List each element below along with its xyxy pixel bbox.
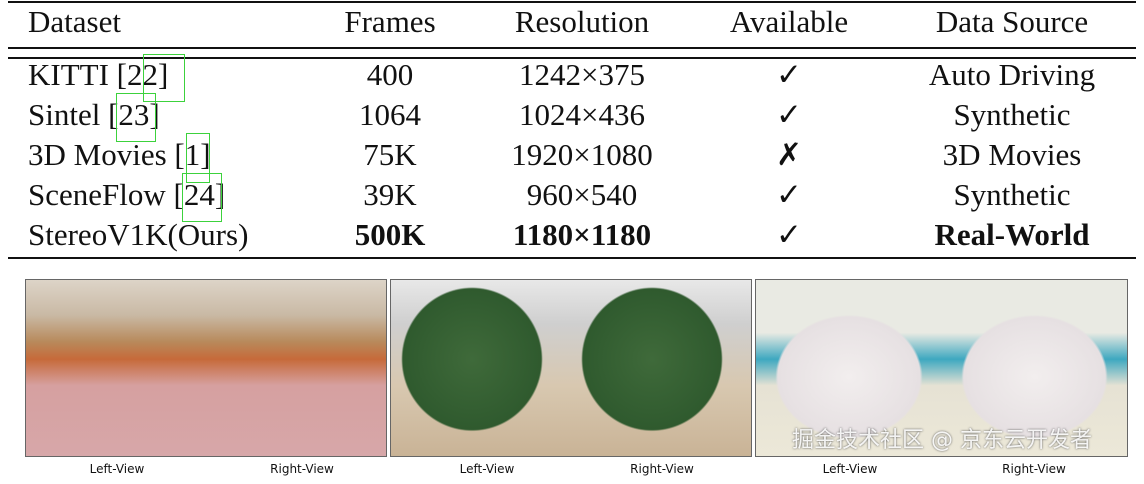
header-data-source: Data Source <box>935 4 1089 39</box>
right-view-image <box>206 280 386 456</box>
resolution-cell: 1024×436 <box>519 97 645 132</box>
citation-link[interactable]: [1] <box>174 137 211 172</box>
frames-cell: 39K <box>363 177 417 212</box>
dataset-name: SceneFlow <box>28 177 166 212</box>
dataset-name: StereoV1K(Ours) <box>28 217 249 252</box>
watermark: 掘金技术社区 @ 京东云开发者 <box>792 428 1092 453</box>
data-source-cell: 3D Movies <box>942 137 1082 172</box>
image-panel-bush <box>390 279 752 457</box>
citation-highlight <box>116 93 156 142</box>
resolution-cell: 960×540 <box>526 177 638 212</box>
available-cell: ✓ <box>776 97 802 132</box>
table-row-dataset: StereoV1K(Ours) <box>28 217 248 253</box>
left-view-label: Left-View <box>822 462 878 476</box>
left-view-image <box>391 280 571 456</box>
available-cell: ✗ <box>776 137 802 172</box>
data-source-cell: Synthetic <box>953 97 1071 132</box>
image-panel-cat <box>755 279 1128 457</box>
left-view-label: Left-View <box>89 462 145 476</box>
table-row-dataset: KITTI [22] <box>28 57 168 93</box>
data-source-cell: Auto Driving <box>928 57 1096 92</box>
dataset-name: 3D Movies <box>28 137 167 172</box>
frames-cell: 1064 <box>359 97 421 132</box>
data-source-cell: Synthetic <box>953 177 1071 212</box>
available-cell: ✓ <box>776 177 802 212</box>
dataset-name: Sintel <box>28 97 101 132</box>
header-available: Available <box>729 4 849 39</box>
table-row-dataset: 3D Movies [1] <box>28 137 211 173</box>
available-cell: ✓ <box>776 217 802 252</box>
citation-highlight <box>186 133 210 183</box>
image-panel-figures <box>25 279 387 457</box>
right-view-label: Right-View <box>630 462 694 476</box>
resolution-cell: 1180×1180 <box>512 217 652 252</box>
left-view-label: Left-View <box>459 462 515 476</box>
header-rule-2 <box>8 57 1136 59</box>
left-view-image <box>756 280 942 456</box>
resolution-cell: 1242×375 <box>519 57 645 92</box>
header-rule-1 <box>8 47 1136 49</box>
header-dataset: Dataset <box>28 4 121 39</box>
right-view-image <box>571 280 751 456</box>
available-cell: ✓ <box>776 57 802 92</box>
right-view-label: Right-View <box>1002 462 1066 476</box>
top-rule <box>8 1 1136 3</box>
frames-cell: 500K <box>354 217 426 252</box>
frames-cell: 400 <box>366 57 414 92</box>
citation-link[interactable]: [22] <box>116 57 169 92</box>
bottom-rule <box>8 257 1136 259</box>
frames-cell: 75K <box>363 137 417 172</box>
right-view-image <box>941 280 1127 456</box>
left-view-image <box>26 280 206 456</box>
data-source-cell: Real-World <box>934 217 1090 252</box>
header-frames: Frames <box>344 4 436 39</box>
citation-highlight <box>143 54 185 102</box>
resolution-cell: 1920×1080 <box>511 137 653 172</box>
citation-highlight <box>182 173 222 222</box>
header-resolution: Resolution <box>514 4 650 39</box>
right-view-label: Right-View <box>270 462 334 476</box>
dataset-name: KITTI <box>28 57 109 92</box>
